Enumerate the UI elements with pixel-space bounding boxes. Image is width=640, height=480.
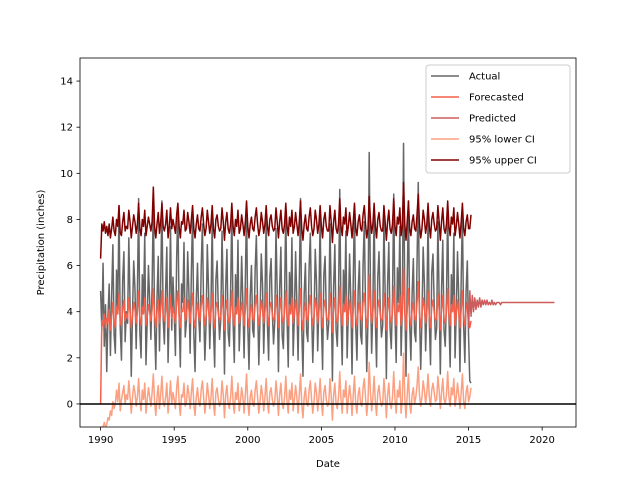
legend-entry-label: Actual: [469, 72, 500, 83]
series-line-95-lower-ci: [100, 352, 472, 427]
x-tick-label: 2000: [235, 435, 260, 446]
series-lines: [99, 142, 555, 427]
x-tick-label: 1990: [88, 435, 113, 446]
y-axis-ticks: 0 2 4 6 8 10 12 14: [60, 77, 80, 410]
series-line-predicted: [466, 290, 555, 329]
series-line-95-upper-ci: [99, 181, 472, 259]
y-axis-label: Precipitation (inches): [36, 190, 47, 296]
legend-box: [425, 64, 571, 174]
x-tick-label: 1995: [161, 435, 186, 446]
y-tick-label: 2: [67, 353, 73, 364]
series-line-forecasted: [99, 267, 472, 404]
legend-entry-label: Forecasted: [469, 93, 524, 104]
plot-frame: [79, 57, 577, 428]
y-tick-label: 8: [67, 215, 73, 226]
y-tick-label: 14: [60, 77, 73, 88]
x-axis-ticks: 1990 1995 2000 2005 2010 2015 2020: [88, 427, 555, 446]
x-tick-label: 2005: [309, 435, 334, 446]
y-tick-label: 0: [67, 399, 73, 410]
legend-entry-label: 95% upper CI: [469, 156, 537, 167]
y-tick-label: 4: [67, 307, 73, 318]
y-tick-label: 12: [60, 123, 73, 134]
x-tick-label: 2020: [529, 435, 554, 446]
x-tick-label: 2015: [456, 435, 481, 446]
legend-entry-label: Predicted: [469, 114, 516, 125]
legend: Actual Forecasted Predicted 95% lower CI 95%…: [425, 64, 571, 174]
y-tick-label: 6: [67, 261, 73, 272]
legend-entry-label: 95% lower CI: [469, 135, 535, 146]
x-axis-label: Date: [316, 459, 340, 470]
x-tick-label: 2010: [382, 435, 407, 446]
y-tick-label: 10: [60, 169, 73, 180]
